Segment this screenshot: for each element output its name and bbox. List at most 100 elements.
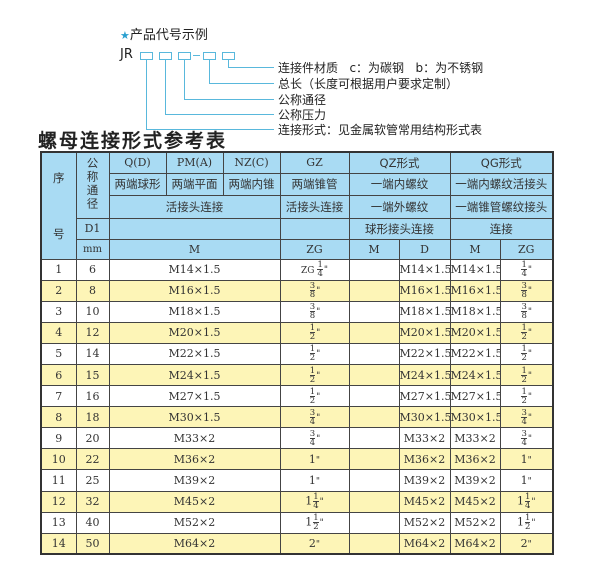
- header-gz-union: 活接头连接: [279, 194, 350, 219]
- cell-gz-zg: 1 2 ": [279, 385, 350, 408]
- star-icon: ★: [120, 29, 130, 42]
- table-row: 13 40 M52×2 1 1 2 " M52×2 M52×2 1 1 2 ": [40, 511, 554, 534]
- cell-m: M16×1.5: [108, 279, 281, 302]
- cell-qz-m: [348, 511, 400, 534]
- cell-qg-zg: 1": [499, 469, 554, 492]
- cell-d1: 8: [75, 279, 110, 302]
- cell-seq: 1: [40, 258, 77, 281]
- table-title: 螺母连接形式参考表: [38, 130, 228, 152]
- cell-seq: 7: [40, 385, 77, 408]
- cell-m: M36×2: [108, 448, 281, 471]
- cell-seq: 12: [40, 490, 77, 513]
- cell-m: M22×1.5: [108, 342, 281, 365]
- cell-qg-zg: 3 8 ": [499, 300, 554, 323]
- cell-gz-zg: 1 2 ": [279, 363, 350, 387]
- header-qz: QZ形式: [348, 151, 451, 174]
- cell-d1: 12: [75, 321, 110, 344]
- cell-qg-m: M20×1.5: [449, 321, 501, 344]
- cell-qz-d: M20×1.5: [398, 321, 451, 344]
- header-d1: D1: [75, 217, 110, 240]
- cell-qz-d: M22×1.5: [398, 342, 451, 365]
- cell-gz-zg: 1 1 4 ": [279, 490, 350, 513]
- label-nominal-pressure: 公称压力: [278, 108, 327, 122]
- cell-qg-zg: 3 8 ": [499, 279, 554, 302]
- code-dash: [193, 55, 200, 56]
- cell-qg-m: M33×2: [449, 427, 501, 450]
- cell-qz-m: [348, 258, 400, 281]
- cell-qg-zg: 2": [499, 532, 554, 555]
- header-qz-m: M: [348, 238, 400, 260]
- cell-qg-m: M45×2: [449, 490, 501, 513]
- cell-seq: 9: [40, 427, 77, 450]
- cell-qg-m: M14×1.5: [449, 258, 501, 281]
- cell-gz-zg: 1 1 2 ": [279, 511, 350, 534]
- cell-m: M14×1.5: [108, 258, 281, 281]
- cell-qg-zg: 1 2 ": [499, 363, 554, 387]
- header-zg: ZG: [279, 238, 350, 260]
- cell-qg-zg: 1 2 ": [499, 321, 554, 344]
- cell-gz-zg: 3 4 ": [279, 427, 350, 450]
- header-empty: [279, 217, 350, 240]
- cell-m: M27×1.5: [108, 385, 281, 408]
- cell-qg-zg: 3 4 ": [499, 427, 554, 450]
- cell-d1: 32: [75, 490, 110, 513]
- header-mm: mm: [75, 238, 110, 260]
- cell-seq: 14: [40, 532, 77, 555]
- table-row: 11 25 M39×2 1" M39×2 M39×2 1": [40, 469, 554, 492]
- header-qd: Q(D): [108, 151, 167, 174]
- cell-d1: 16: [75, 385, 110, 408]
- cell-m: M45×2: [108, 490, 281, 513]
- label-length: 总长（长度可根据用户要求定制）: [278, 77, 459, 91]
- table-row: 8 18 M30×1.5 3 4 " M30×1.5 M30×1.5 3 4 ": [40, 406, 554, 429]
- cell-qz-m: [348, 427, 400, 450]
- header-qz-d: D: [398, 238, 451, 260]
- header-union-connection: 活接头连接: [108, 194, 281, 219]
- cell-d1: 15: [75, 363, 110, 387]
- header-inner-cone: 两端内锥: [222, 172, 281, 196]
- table-row: 4 12 M20×1.5 1 2 " M20×1.5 M20×1.5 1 2 ": [40, 321, 554, 344]
- table-row: 7 16 M27×1.5 1 2 " M27×1.5 M27×1.5 1 2 ": [40, 385, 554, 408]
- header-nzc: NZ(C): [222, 151, 281, 174]
- cell-qg-zg: 1 1 4 ": [499, 490, 554, 513]
- cell-qz-d: M27×1.5: [398, 385, 451, 408]
- cell-qg-zg: 1 1 2 ": [499, 511, 554, 534]
- cell-m: M39×2: [108, 469, 281, 492]
- header-qz-outer-thread: 一端外螺纹: [348, 194, 451, 219]
- label-nominal-diameter: 公称通径: [278, 93, 327, 107]
- header-connection: 连接: [449, 217, 554, 240]
- cell-d1: 6: [75, 258, 110, 281]
- cell-seq: 4: [40, 321, 77, 344]
- cell-d1: 10: [75, 300, 110, 323]
- cell-m: M30×1.5: [108, 406, 281, 429]
- cell-qz-d: M18×1.5: [398, 300, 451, 323]
- cell-d1: 50: [75, 532, 110, 555]
- product-code-example-title: ★产品代号示例: [120, 28, 208, 43]
- cell-qg-m: M18×1.5: [449, 300, 501, 323]
- cell-gz-zg: ZG 1 4 ": [279, 258, 350, 281]
- cell-m: M33×2: [108, 427, 281, 450]
- cell-qg-zg: 1 4 ": [499, 258, 554, 281]
- table-row: 3 10 M18×1.5 3 8 " M18×1.5 M18×1.5 3 8 ": [40, 300, 554, 323]
- cell-qz-m: [348, 490, 400, 513]
- table-row: 2 8 M16×1.5 3 8 " M16×1.5 M16×1.5 3 8 ": [40, 279, 554, 302]
- cell-m: M64×2: [108, 532, 281, 555]
- cell-m: M24×1.5: [108, 363, 281, 387]
- cell-qz-m: [348, 532, 400, 555]
- cell-qz-d: M30×1.5: [398, 406, 451, 429]
- cell-gz-zg: 1": [279, 469, 350, 492]
- cell-d1: 18: [75, 406, 110, 429]
- cell-m: M20×1.5: [108, 321, 281, 344]
